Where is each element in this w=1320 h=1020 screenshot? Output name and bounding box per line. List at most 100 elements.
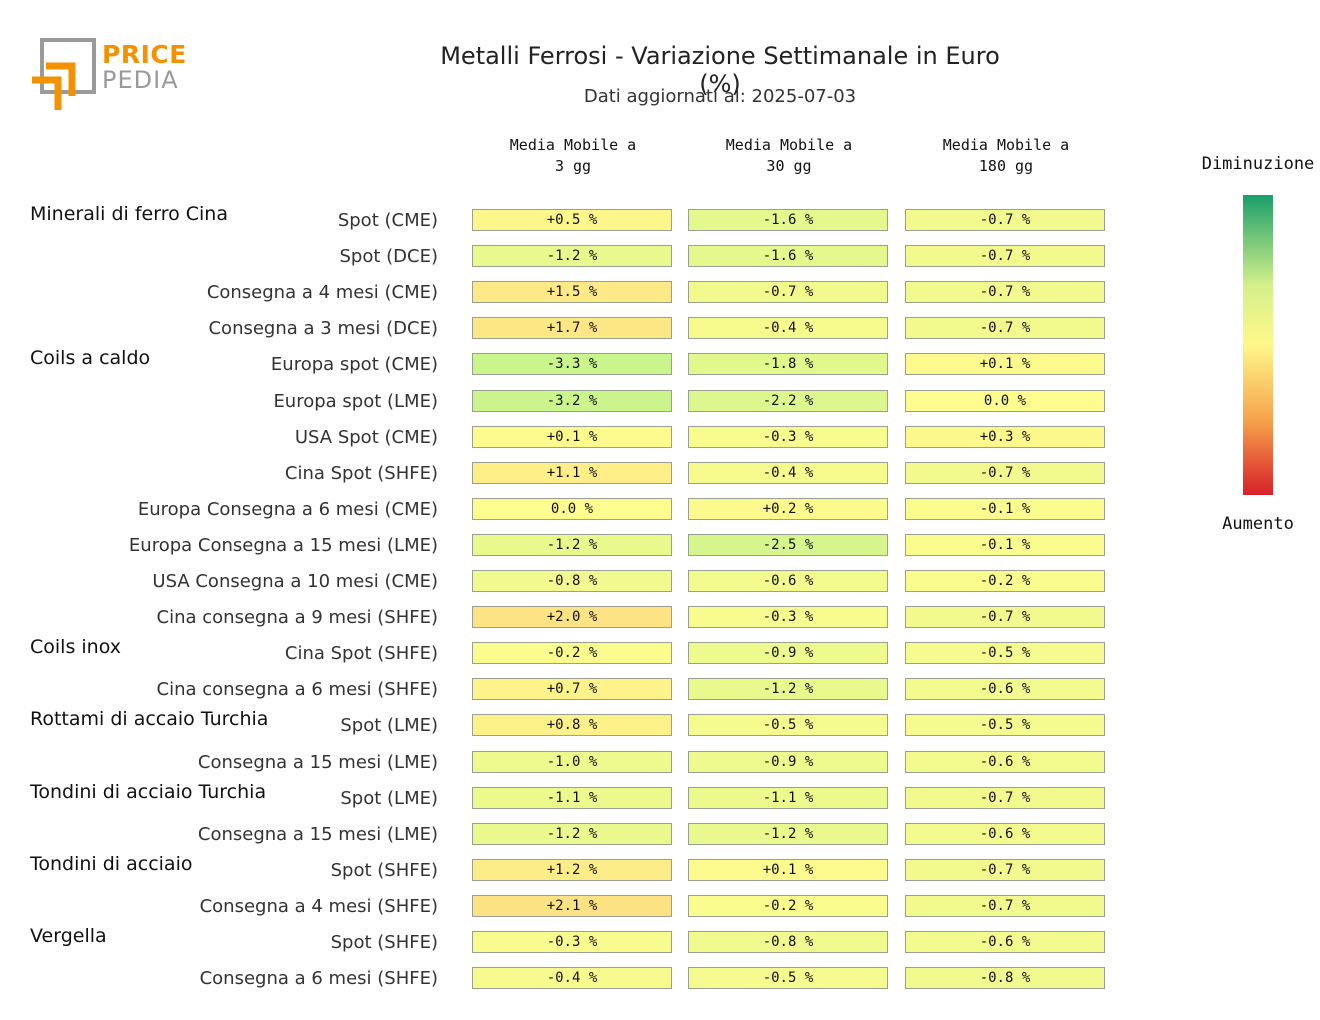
logo-text-price: PRICE bbox=[102, 40, 187, 69]
group-label: Rottami di accaio Turchia bbox=[30, 708, 269, 731]
heatmap-cell: -0.6 % bbox=[905, 822, 1105, 845]
group-label: Minerali di ferro Cina bbox=[30, 203, 228, 225]
heatmap-cell: -0.7 % bbox=[905, 606, 1105, 629]
heatmap-cell: -0.5 % bbox=[688, 714, 888, 737]
heatmap-cell: -0.7 % bbox=[905, 245, 1105, 268]
row-label: Spot (CME) bbox=[337, 210, 438, 231]
heatmap-cell: -3.3 % bbox=[472, 353, 672, 376]
heatmap-cell: +2.0 % bbox=[472, 606, 672, 629]
heatmap-cell: -2.5 % bbox=[688, 533, 888, 556]
heatmap-cell: -0.5 % bbox=[905, 714, 1105, 737]
heatmap-cell: -0.8 % bbox=[472, 570, 672, 592]
heatmap-cell: -0.7 % bbox=[688, 281, 888, 304]
logo-text-pedia: PEDIA bbox=[102, 66, 179, 94]
heatmap-cell: -0.7 % bbox=[905, 317, 1105, 340]
group-label: Tondini di acciaio Turchia bbox=[30, 780, 267, 803]
row-label: Consegna a 4 mesi (SHFE) bbox=[199, 895, 438, 917]
heatmap-cell: +0.1 % bbox=[472, 425, 672, 448]
row-label: Spot (SHFE) bbox=[330, 932, 438, 953]
heatmap-cell: -0.7 % bbox=[905, 281, 1105, 304]
heatmap-cell: -0.4 % bbox=[472, 967, 672, 990]
heatmap-cell: -0.6 % bbox=[688, 570, 888, 592]
column-header: Media Mobile a 180 gg bbox=[905, 135, 1107, 177]
heatmap-cell: -0.8 % bbox=[688, 931, 888, 953]
heatmap-cell: -1.0 % bbox=[472, 750, 672, 773]
column-header-line1: Media Mobile a bbox=[725, 136, 853, 154]
heatmap-cell: -0.3 % bbox=[688, 425, 888, 448]
heatmap-cell: -0.4 % bbox=[688, 317, 888, 340]
pricepedia-logo-icon bbox=[32, 38, 96, 110]
heatmap-cell: -1.6 % bbox=[688, 209, 888, 231]
row-label: USA Consegna a 10 mesi (CME) bbox=[152, 571, 438, 592]
heatmap-cell: -1.6 % bbox=[688, 245, 888, 268]
column-header-line1: Media Mobile a bbox=[942, 136, 1070, 154]
column-header-line2: 30 gg bbox=[766, 157, 812, 175]
group-label: Tondini di acciaio bbox=[30, 852, 193, 875]
heatmap-cell: -0.5 % bbox=[905, 642, 1105, 665]
chart-subtitle: Dati aggiornati al: 2025-07-03 bbox=[583, 86, 857, 107]
heatmap-cell: -0.7 % bbox=[905, 858, 1105, 881]
row-label: Cina Spot (SHFE) bbox=[284, 462, 438, 484]
heatmap-cell: -0.7 % bbox=[905, 209, 1105, 231]
row-label: Cina consegna a 6 mesi (SHFE) bbox=[156, 679, 438, 701]
heatmap-cell: +0.5 % bbox=[472, 209, 672, 231]
row-label: Europa Consegna a 6 mesi (CME) bbox=[137, 498, 438, 520]
heatmap-cell: 0.0 % bbox=[472, 497, 672, 520]
heatmap-cell: -0.6 % bbox=[905, 678, 1105, 701]
heatmap-cell: -1.1 % bbox=[472, 786, 672, 809]
heatmap-cell: +1.7 % bbox=[472, 317, 672, 340]
row-label: Europa Consegna a 15 mesi (LME) bbox=[128, 534, 438, 556]
heatmap-cell: -0.2 % bbox=[472, 642, 672, 665]
heatmap-cell: -0.7 % bbox=[905, 894, 1105, 917]
color-scale-bar bbox=[1243, 195, 1273, 495]
heatmap-cell: -0.7 % bbox=[905, 461, 1105, 484]
column-header: Media Mobile a 30 gg bbox=[688, 135, 890, 177]
group-label: Coils a caldo bbox=[30, 347, 151, 370]
legend-top-label: Diminuzione bbox=[1201, 154, 1315, 174]
column-header-line2: 3 gg bbox=[554, 157, 592, 175]
heatmap-cell: -0.2 % bbox=[688, 894, 888, 917]
heatmap-cell: -1.8 % bbox=[688, 353, 888, 376]
heatmap-cell: +0.3 % bbox=[905, 425, 1105, 448]
heatmap-cell: -2.2 % bbox=[688, 389, 888, 412]
column-header: Media Mobile a 3 gg bbox=[472, 135, 674, 177]
heatmap-cell: -0.4 % bbox=[688, 461, 888, 484]
heatmap-cell: +0.7 % bbox=[472, 678, 672, 701]
row-label: Europa spot (CME) bbox=[270, 354, 438, 376]
heatmap-cell: -0.6 % bbox=[905, 750, 1105, 773]
legend-bottom-label: Aumento bbox=[1222, 514, 1294, 534]
column-header-line1: Media Mobile a bbox=[509, 136, 637, 154]
row-label: Consegna a 15 mesi (LME) bbox=[197, 751, 438, 773]
heatmap-cell: -3.2 % bbox=[472, 389, 672, 412]
heatmap-cell: -0.3 % bbox=[688, 606, 888, 629]
heatmap-cell: -0.1 % bbox=[905, 497, 1105, 520]
row-label: Europa spot (LME) bbox=[273, 390, 438, 412]
row-label: Consegna a 15 mesi (LME) bbox=[197, 823, 438, 845]
row-label: Cina consegna a 9 mesi (SHFE) bbox=[156, 607, 438, 629]
heatmap-cell: -0.3 % bbox=[472, 931, 672, 953]
heatmap-cell: +1.2 % bbox=[472, 858, 672, 881]
heatmap-cell: +0.1 % bbox=[905, 353, 1105, 376]
heatmap-cell: -1.2 % bbox=[688, 822, 888, 845]
row-label: Spot (SHFE) bbox=[330, 859, 438, 881]
row-label: Spot (LME) bbox=[340, 715, 438, 737]
row-label: Spot (DCE) bbox=[339, 246, 439, 268]
column-header-line2: 180 gg bbox=[978, 157, 1034, 175]
group-label: Coils inox bbox=[30, 636, 121, 659]
heatmap-cell: +0.1 % bbox=[688, 858, 888, 881]
heatmap-cell: +0.8 % bbox=[472, 714, 672, 737]
chart-title: Metalli Ferrosi - Variazione Settimanale… bbox=[440, 42, 1000, 98]
heatmap-cell: -0.8 % bbox=[905, 967, 1105, 990]
row-label: Consegna a 6 mesi (SHFE) bbox=[199, 968, 438, 990]
heatmap-cell: -0.9 % bbox=[688, 642, 888, 665]
heatmap-cell: -0.1 % bbox=[905, 533, 1105, 556]
heatmap-cell: +1.1 % bbox=[472, 461, 672, 484]
heatmap-cell: -1.2 % bbox=[472, 822, 672, 845]
heatmap-cell: -0.7 % bbox=[905, 786, 1105, 809]
heatmap-cell: -1.2 % bbox=[688, 678, 888, 701]
row-label: Cina Spot (SHFE) bbox=[284, 643, 438, 665]
heatmap-cell: +1.5 % bbox=[472, 281, 672, 304]
heatmap-cell: -0.6 % bbox=[905, 931, 1105, 953]
heatmap-cell: -0.9 % bbox=[688, 750, 888, 773]
